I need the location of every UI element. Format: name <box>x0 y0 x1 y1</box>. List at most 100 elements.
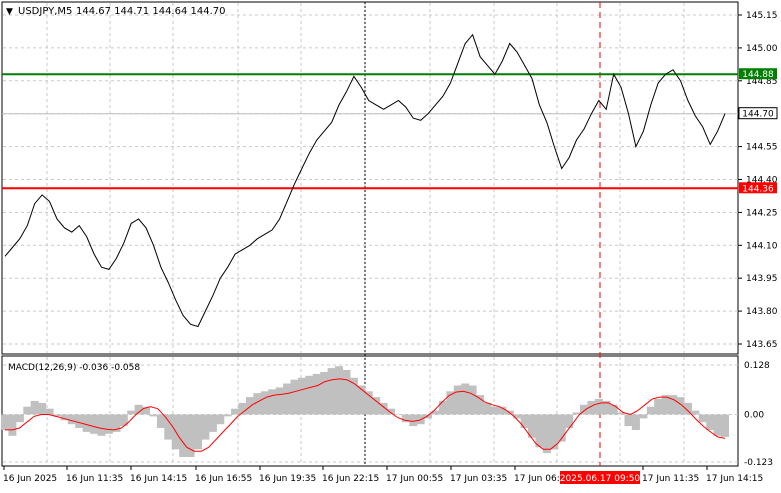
time-tick-label: 16 Jun 22:15 <box>322 474 379 484</box>
macd-bar <box>164 414 173 440</box>
macd-bar <box>661 395 670 415</box>
macd-bar <box>134 404 143 415</box>
macd-bar <box>364 391 373 415</box>
macd-bar <box>342 370 351 415</box>
macd-bar <box>594 399 603 415</box>
macd-bar <box>624 414 633 427</box>
price-tick-label: 144.55 <box>746 143 778 153</box>
macd-bar <box>468 385 477 415</box>
macd-bar <box>542 414 551 454</box>
macd-bar <box>53 414 61 417</box>
macd-tick-label: 0.128 <box>744 361 770 371</box>
macd-bar <box>520 414 529 428</box>
ohlc-values: 144.67 144.71 144.64 144.70 <box>76 6 226 17</box>
macd-bar <box>194 414 202 450</box>
macd-bar <box>30 400 39 415</box>
macd-bar <box>327 368 336 415</box>
macd-bar <box>461 383 470 415</box>
red-level-label: 144.36 <box>739 182 777 194</box>
macd-bar <box>312 373 321 415</box>
price-panel[interactable] <box>1 1 739 355</box>
time-tick-label: 17 Jun 06:15 <box>514 474 571 484</box>
time-tick-label: 17 Jun 11:35 <box>642 474 699 484</box>
time-tick-label: 16 Jun 16:55 <box>195 474 252 484</box>
macd-bar <box>201 414 210 440</box>
macd-bar <box>67 414 76 425</box>
price-tick-label: 144.10 <box>746 241 778 251</box>
macd-bar <box>535 414 544 448</box>
macd-bar <box>698 414 707 423</box>
macd-bar <box>565 414 574 428</box>
macd-bar <box>253 393 262 415</box>
price-tick-label: 143.65 <box>746 340 778 350</box>
svg-text:2025.06.17 09:50: 2025.06.17 09:50 <box>560 474 641 484</box>
macd-bar <box>706 414 715 430</box>
macd-bar <box>231 408 240 415</box>
macd-bar <box>142 406 150 415</box>
macd-bar <box>490 406 499 415</box>
macd-bar <box>387 408 395 415</box>
macd-bar <box>609 404 618 415</box>
macd-bar <box>550 414 559 450</box>
macd-bar <box>15 414 24 423</box>
macd-tick-label: -0.123 <box>744 458 773 468</box>
macd-bar <box>112 414 121 432</box>
macd-bar <box>75 414 84 428</box>
macd-bar <box>691 410 700 415</box>
time-tick-label: 16 Jun 2025 <box>3 474 57 484</box>
macd-bar <box>238 402 247 415</box>
macd-bar <box>208 414 217 432</box>
macd-bar <box>379 402 388 415</box>
macd-bar <box>439 400 447 415</box>
macd-bar <box>23 406 32 415</box>
macd-bar <box>683 402 692 415</box>
macd-bar <box>119 414 128 427</box>
macd-bar <box>179 414 188 457</box>
macd-bar <box>305 375 314 415</box>
macd-bar <box>431 410 440 415</box>
price-grid <box>3 3 738 353</box>
macd-bar <box>349 377 358 415</box>
macd-bar <box>587 400 596 415</box>
macd-bar <box>572 412 581 415</box>
macd-bar <box>335 366 343 415</box>
macd-bar <box>580 404 588 415</box>
price-axis[interactable]: 145.15145.00144.85144.70144.55144.40144.… <box>738 11 778 350</box>
macd-bar <box>498 406 507 415</box>
time-tick-label: 16 Jun 11:35 <box>66 474 123 484</box>
macd-bar <box>38 402 47 415</box>
macd-bar <box>357 385 366 415</box>
macd-bar <box>676 397 685 415</box>
symbol-label: USDJPY,M5 <box>18 6 72 17</box>
macd-bar <box>394 414 403 415</box>
macd-bar <box>45 408 54 415</box>
svg-text:144.36: 144.36 <box>742 184 774 194</box>
macd-bar <box>713 414 722 436</box>
price-tick-label: 143.80 <box>746 307 778 317</box>
macd-bar <box>483 402 492 415</box>
time-axis[interactable]: 16 Jun 2025 16 Jun 11:35 16 Jun 14:15 16 Ju… <box>3 466 763 484</box>
macd-bar <box>156 414 165 428</box>
macd-bar <box>320 372 329 415</box>
time-tick-label: 17 Jun 00:55 <box>386 474 443 484</box>
price-tick-label: 144.85 <box>746 77 778 87</box>
macd-bar <box>669 395 678 415</box>
price-series-line <box>4 33 726 328</box>
macd-bar <box>268 389 277 415</box>
time-tick-label: 16 Jun 19:35 <box>259 474 316 484</box>
macd-axis: 0.128 0.00 -0.123 <box>744 361 773 468</box>
macd-bar <box>372 397 381 415</box>
macd-bar <box>149 414 158 417</box>
macd-bar <box>127 410 136 415</box>
price-tick-label: 144.25 <box>746 208 778 218</box>
macd-bar <box>60 414 69 421</box>
macd-bar <box>290 379 299 415</box>
macd-bar <box>223 414 232 417</box>
macd-bar <box>283 383 292 415</box>
macd-bar <box>424 414 433 419</box>
current-price-label: 144.70 <box>738 107 778 120</box>
macd-bar <box>104 414 113 434</box>
dropdown-arrow-icon[interactable]: ▼ <box>6 7 13 17</box>
